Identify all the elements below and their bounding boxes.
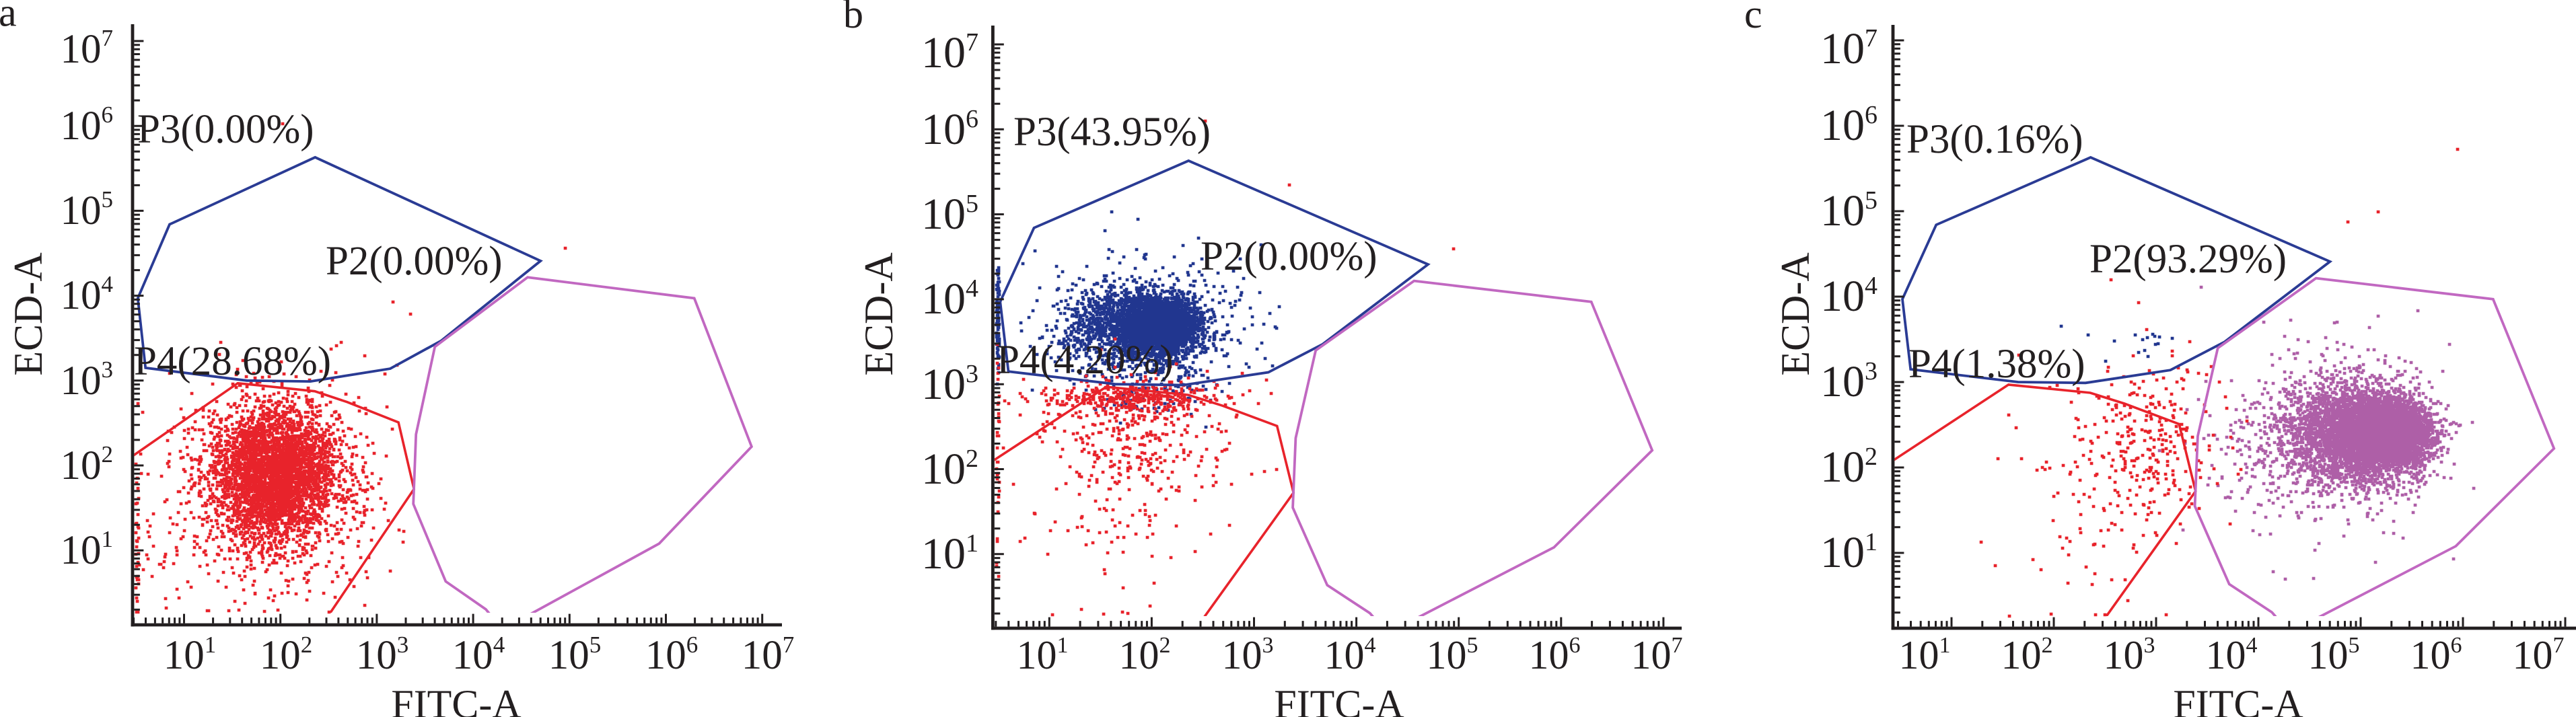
- svg-text:ECD-A: ECD-A: [857, 252, 901, 375]
- svg-text:a: a: [0, 0, 17, 35]
- svg-text:P2(93.29%): P2(93.29%): [2089, 237, 2287, 282]
- svg-text:103: 103: [2104, 633, 2155, 677]
- svg-text:P4(1.38%): P4(1.38%): [1908, 342, 2085, 387]
- svg-text:P3(0.16%): P3(0.16%): [1906, 117, 2083, 162]
- svg-text:101: 101: [164, 632, 217, 678]
- svg-text:102: 102: [260, 632, 313, 678]
- svg-text:102: 102: [921, 445, 978, 494]
- svg-text:103: 103: [1222, 633, 1274, 677]
- svg-text:102: 102: [2001, 633, 2053, 677]
- svg-text:105: 105: [1820, 186, 1877, 235]
- svg-text:ECD-A: ECD-A: [6, 252, 50, 375]
- svg-text:P3(0.00%): P3(0.00%): [137, 107, 314, 152]
- svg-text:101: 101: [1820, 528, 1877, 577]
- svg-text:104: 104: [921, 274, 978, 324]
- svg-text:FITC-A: FITC-A: [1274, 682, 1404, 717]
- svg-text:P2(0.00%): P2(0.00%): [326, 239, 503, 284]
- svg-text:P4(4.20%): P4(4.20%): [997, 338, 1174, 383]
- svg-text:104: 104: [2206, 633, 2258, 677]
- svg-text:FITC-A: FITC-A: [391, 682, 521, 717]
- svg-text:b: b: [843, 0, 863, 36]
- svg-text:P4(28.68%): P4(28.68%): [134, 339, 331, 384]
- svg-text:101: 101: [1899, 633, 1951, 677]
- svg-text:FITC-A: FITC-A: [2173, 682, 2303, 717]
- svg-text:ECD-A: ECD-A: [1773, 252, 1818, 375]
- svg-text:P2(0.00%): P2(0.00%): [1201, 234, 1378, 279]
- svg-text:c: c: [1744, 0, 1762, 36]
- svg-text:P3(43.95%): P3(43.95%): [1013, 110, 1211, 155]
